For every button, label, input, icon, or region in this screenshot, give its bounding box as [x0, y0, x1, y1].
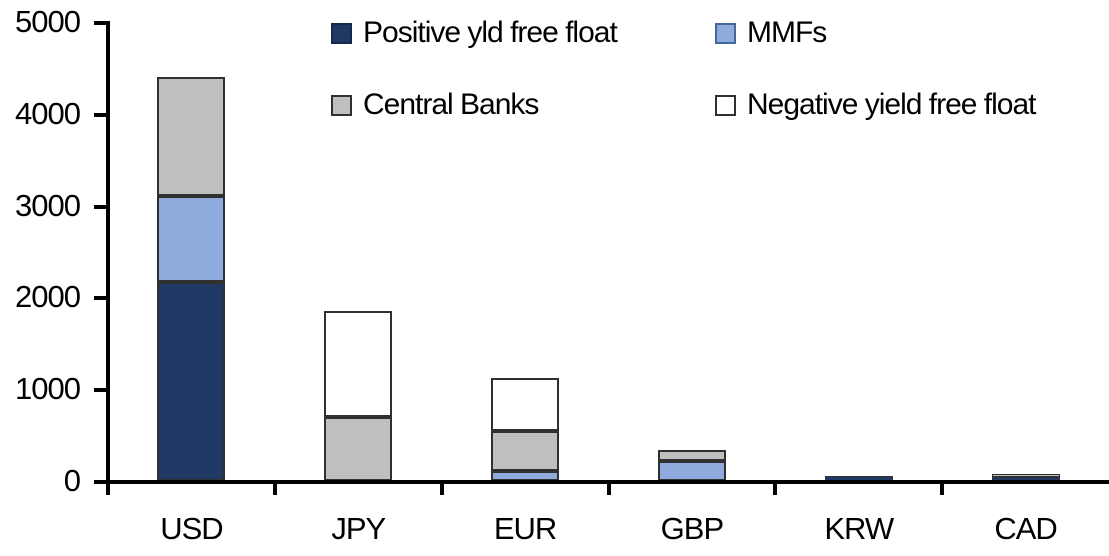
bar-segment-eur-central-banks — [491, 431, 560, 471]
x-axis-tick — [773, 481, 778, 495]
y-axis-line — [106, 21, 110, 484]
bar-segment-usd-mmfs — [157, 195, 226, 282]
bar-segment-usd-central-banks — [157, 77, 226, 196]
y-tick-label: 5000 — [15, 4, 81, 39]
legend-swatch-positive-yld-free-float — [331, 22, 352, 44]
x-axis-tick — [940, 481, 945, 495]
y-tick-label: 4000 — [15, 95, 81, 131]
y-tick-label: 2000 — [15, 279, 81, 315]
y-axis-tick — [94, 388, 108, 393]
x-axis-tick — [272, 481, 277, 495]
legend-label: Positive yld free float — [363, 16, 618, 49]
x-tick-label-jpy: JPY — [331, 511, 386, 546]
x-tick-label-krw: KRW — [824, 511, 894, 546]
x-axis-tick — [439, 481, 444, 495]
bar-segment-cad-central-banks — [991, 474, 1060, 477]
legend-swatch-negative-yield-free-float — [715, 94, 736, 116]
y-tick-label: 0 — [63, 463, 81, 498]
y-axis-tick — [94, 21, 108, 25]
legend-label: MMFs — [747, 16, 827, 49]
legend-item-positive-yld-free-float: Positive yld free float — [331, 15, 618, 51]
bar-segment-eur-mmfs — [491, 470, 560, 481]
x-tick-label-gbp: GBP — [660, 511, 724, 546]
bar-segment-gbp-mmfs — [657, 460, 726, 481]
legend-label: Central Banks — [363, 88, 539, 121]
legend-swatch-mmfs — [715, 22, 736, 44]
legend-item-negative-yield-free-float: Negative yield free float — [715, 87, 1037, 123]
y-axis-tick — [94, 112, 108, 117]
x-tick-label-usd: USD — [160, 511, 223, 546]
bar-segment-eur-negative-yield-free-float — [491, 378, 560, 432]
y-tick-label: 3000 — [15, 187, 81, 223]
legend-item-mmfs: MMFs — [715, 15, 827, 51]
bar-segment-jpy-negative-yield-free-float — [324, 311, 393, 417]
bar-segment-usd-positive-yld-free-float — [157, 281, 226, 481]
x-tick-label-eur: EUR — [493, 511, 557, 546]
legend-swatch-central-banks — [331, 94, 352, 116]
x-axis-line — [94, 480, 1109, 484]
y-tick-label: 1000 — [15, 371, 81, 407]
legend-item-central-banks: Central Banks — [331, 87, 539, 123]
y-axis-tick — [94, 204, 108, 209]
x-tick-label-cad: CAD — [994, 511, 1057, 546]
x-axis-tick — [106, 481, 110, 495]
y-axis-tick — [94, 296, 108, 301]
bar-segment-gbp-central-banks — [657, 449, 726, 461]
x-axis-tick — [606, 481, 611, 495]
legend-label: Negative yield free float — [747, 88, 1037, 121]
y-axis-tick — [94, 480, 108, 484]
bar-segment-jpy-central-banks — [324, 416, 393, 481]
